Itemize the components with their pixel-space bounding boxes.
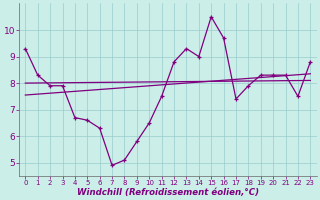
X-axis label: Windchill (Refroidissement éolien,°C): Windchill (Refroidissement éolien,°C)	[77, 188, 259, 197]
